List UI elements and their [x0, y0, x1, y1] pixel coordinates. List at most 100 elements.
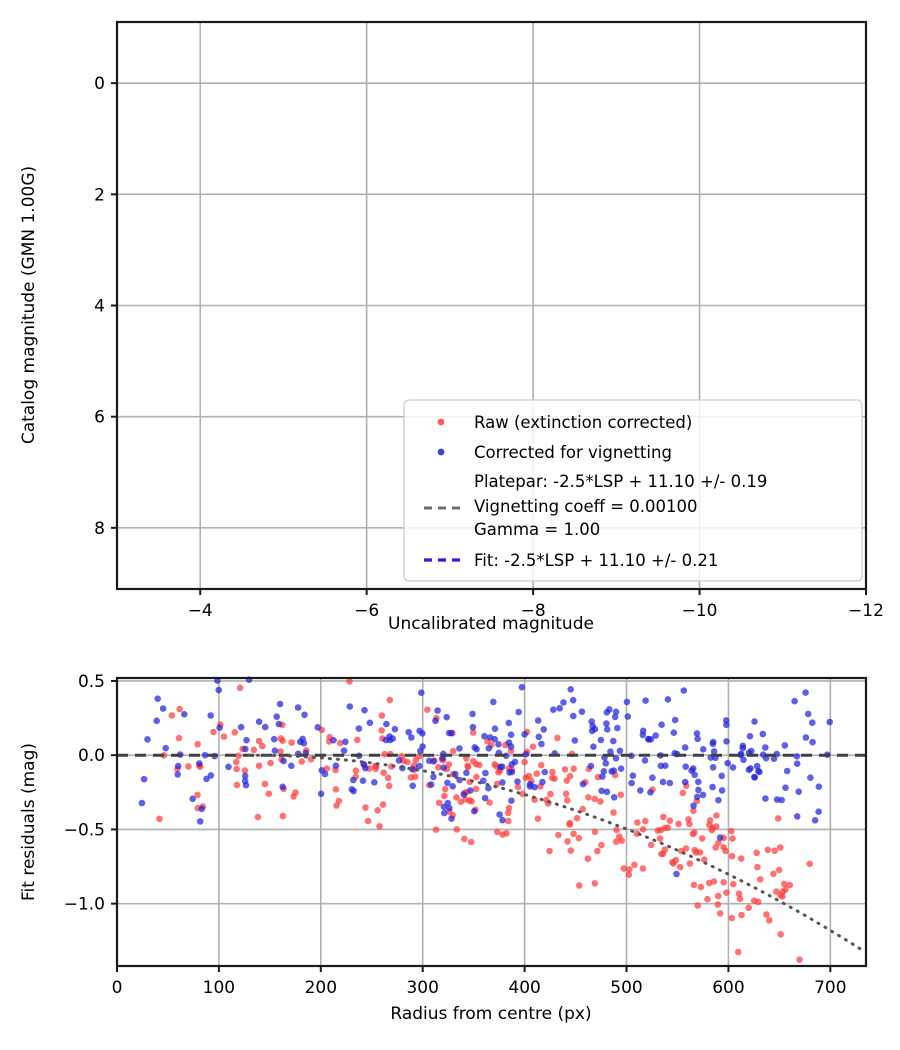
residual-point [588, 763, 595, 770]
residual-point [803, 734, 810, 741]
residual-point [682, 763, 689, 770]
residual-point [791, 698, 798, 705]
residual-point [534, 770, 541, 777]
residual-point [443, 714, 450, 721]
residual-point [381, 751, 388, 758]
residual-point [540, 726, 547, 733]
residual-point [271, 736, 278, 743]
residual-point [715, 797, 722, 804]
residual-point [682, 779, 689, 786]
residual-point [598, 737, 605, 744]
residual-point [568, 847, 575, 854]
residual-point [670, 860, 677, 867]
tick-label-y: −0.5 [64, 820, 105, 840]
photometry-calibration-figure: −4−6−8−10−1202468 Uncalibrated magnitude… [0, 0, 900, 1050]
residual-point [386, 783, 393, 790]
residual-point [362, 765, 369, 772]
residual-point [156, 816, 163, 823]
residual-point [473, 746, 480, 753]
residual-point [672, 717, 679, 724]
residual-point [713, 812, 720, 819]
tick-label-x: −10 [682, 601, 718, 621]
residual-point [506, 720, 513, 727]
legend-item-raw[interactable]: Raw (extinction corrected) [438, 413, 693, 432]
residual-point [440, 764, 447, 771]
residual-point [424, 706, 431, 713]
residual-point [690, 831, 697, 838]
residual-point [461, 791, 468, 798]
residual-point [515, 709, 522, 716]
residual-point [185, 763, 192, 770]
residual-point [592, 880, 599, 887]
residual-point [570, 765, 577, 772]
residual-point [805, 711, 812, 718]
residual-point [597, 798, 604, 805]
residual-point [471, 808, 478, 815]
residual-point [445, 800, 452, 807]
residual-point [723, 738, 730, 745]
residual-point [809, 719, 816, 726]
residual-point [740, 745, 747, 752]
residual-point [550, 706, 557, 713]
residual-point [658, 827, 665, 834]
residual-point [751, 718, 758, 725]
residual-point [521, 731, 528, 738]
residual-point [675, 821, 682, 828]
residual-point [680, 790, 687, 797]
bottom-panel-ylabel: Fit residuals (mag) [19, 743, 39, 901]
tick-label-y: 8 [94, 519, 105, 539]
residual-point [642, 697, 649, 704]
residual-point [572, 737, 579, 744]
top-panel-legend: Raw (extinction corrected) Corrected for… [404, 400, 862, 581]
residual-point [350, 777, 357, 784]
residual-point [718, 773, 725, 780]
residual-point [396, 757, 403, 764]
residual-point [404, 759, 411, 766]
residual-point [815, 808, 822, 815]
residual-point [585, 855, 592, 862]
residual-point [667, 817, 674, 824]
residual-point [141, 776, 148, 783]
residual-point [794, 760, 801, 767]
residual-point [757, 876, 764, 883]
residual-point [189, 796, 196, 803]
residual-point [724, 760, 731, 767]
residual-point [527, 783, 534, 790]
residual-point [723, 717, 730, 724]
residual-point [570, 697, 577, 704]
residual-point [216, 724, 223, 731]
residual-point [386, 733, 393, 740]
tick-label-y: 0 [94, 74, 105, 94]
residual-point [784, 768, 791, 775]
residual-point [362, 804, 369, 811]
residual-point [468, 798, 475, 805]
residual-point [482, 770, 489, 777]
tick-label-x: −4 [188, 601, 213, 621]
residual-point [519, 684, 526, 691]
residual-point [467, 787, 474, 794]
residual-point [662, 846, 669, 853]
residual-point [601, 768, 608, 775]
residual-point [816, 783, 823, 790]
residual-point [365, 818, 372, 825]
residual-point [535, 815, 542, 822]
residual-point [418, 689, 425, 696]
residual-point [579, 708, 586, 715]
residual-point [585, 794, 592, 801]
residual-point [640, 865, 647, 872]
residual-point [465, 764, 472, 771]
residual-point [754, 864, 761, 871]
residual-point [280, 813, 287, 820]
legend-marker-raw-dot [438, 419, 445, 426]
residual-point [695, 779, 702, 786]
residual-point [353, 767, 360, 774]
residual-point [752, 774, 759, 781]
residual-point [715, 893, 722, 900]
residual-point [408, 734, 415, 741]
legend-label-raw: Raw (extinction corrected) [474, 413, 692, 432]
residual-point [694, 902, 701, 909]
residual-point [762, 744, 769, 751]
residual-point [288, 763, 295, 770]
residual-point [196, 760, 203, 767]
residual-point [256, 763, 263, 770]
